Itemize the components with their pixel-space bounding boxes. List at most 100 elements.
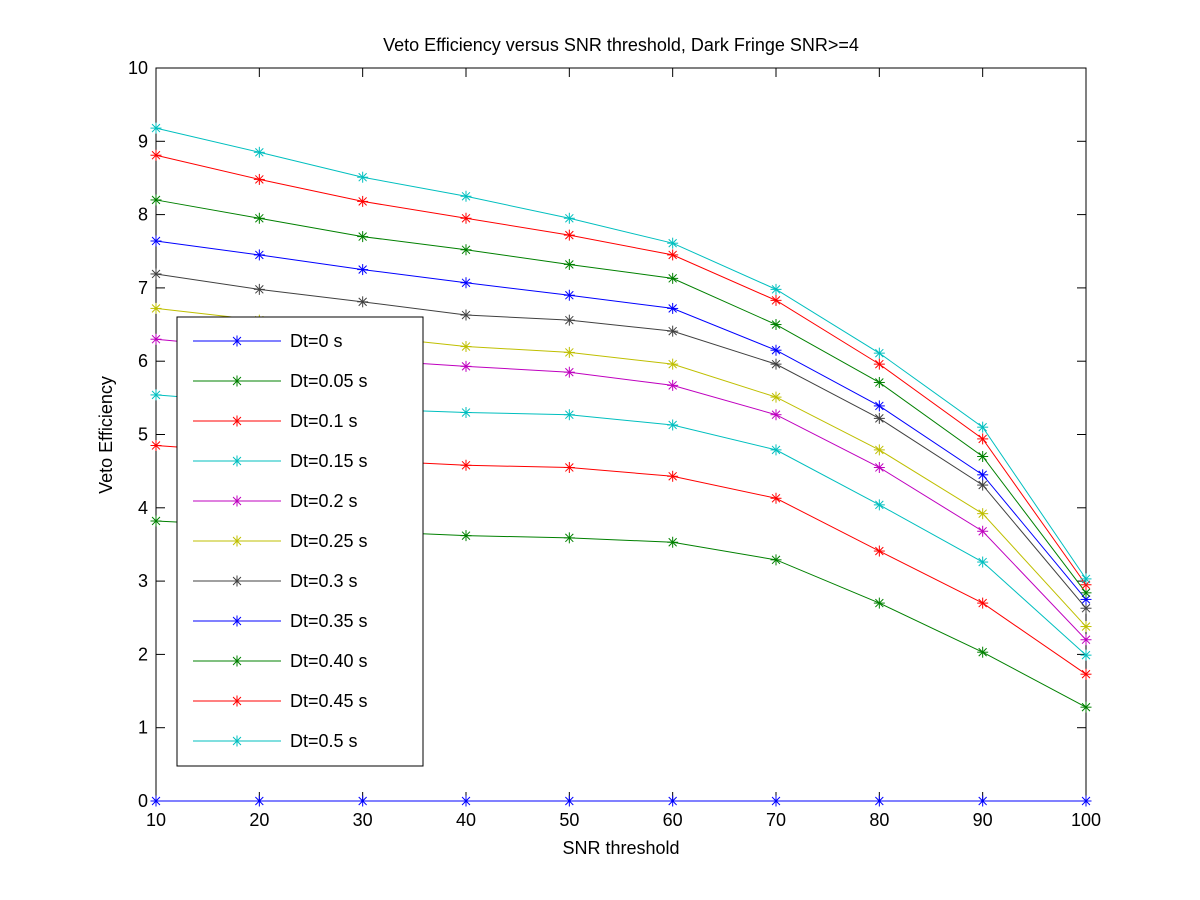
data-point	[150, 302, 162, 314]
legend-item: Dt=0.35 s	[193, 611, 368, 631]
legend-marker	[231, 415, 243, 427]
y-tick-label: 8	[138, 205, 148, 225]
y-tick-label: 10	[128, 58, 148, 78]
legend-marker	[231, 455, 243, 467]
data-point	[150, 235, 162, 247]
data-point	[460, 244, 472, 256]
data-point	[667, 272, 679, 284]
data-point	[873, 376, 885, 388]
x-tick-labels: 10 20 30 40 50 60 70 80 90 100	[146, 810, 1101, 830]
data-point	[1080, 649, 1092, 661]
data-point	[357, 231, 369, 243]
data-point	[1080, 573, 1092, 585]
x-tick-label: 50	[559, 810, 579, 830]
data-point	[770, 444, 782, 456]
data-point	[873, 400, 885, 412]
series-7	[150, 235, 1092, 605]
data-point	[667, 249, 679, 261]
data-point	[770, 795, 782, 807]
data-point	[563, 258, 575, 270]
data-point	[873, 358, 885, 370]
data-point	[357, 795, 369, 807]
data-point	[563, 346, 575, 358]
data-point	[563, 795, 575, 807]
data-point	[977, 450, 989, 462]
data-point	[873, 597, 885, 609]
data-point	[977, 508, 989, 520]
legend-label: Dt=0.5 s	[290, 731, 358, 751]
data-point	[563, 366, 575, 378]
series-line	[155, 127, 1087, 580]
data-point	[357, 296, 369, 308]
data-point	[150, 333, 162, 345]
data-point	[1080, 621, 1092, 633]
data-point	[357, 195, 369, 207]
data-point	[253, 283, 265, 295]
data-point	[873, 444, 885, 456]
data-point	[770, 294, 782, 306]
legend-label: Dt=0.25 s	[290, 531, 368, 551]
data-point	[977, 433, 989, 445]
data-point	[1080, 795, 1092, 807]
data-point	[460, 407, 472, 419]
chart-title: Veto Efficiency versus SNR threshold, Da…	[383, 35, 859, 55]
data-point	[667, 419, 679, 431]
x-tick-label: 10	[146, 810, 166, 830]
legend-marker	[231, 615, 243, 627]
legend-item: Dt=0.45 s	[193, 691, 368, 711]
data-point	[460, 277, 472, 289]
data-point	[770, 409, 782, 421]
data-point	[253, 212, 265, 224]
data-point	[563, 212, 575, 224]
series-line	[155, 199, 1087, 594]
legend-marker	[231, 335, 243, 347]
data-point	[977, 556, 989, 568]
y-tick-label: 1	[138, 718, 148, 738]
data-point	[977, 795, 989, 807]
legend-marker	[231, 495, 243, 507]
data-point	[253, 795, 265, 807]
x-tick-label: 80	[869, 810, 889, 830]
data-point	[460, 459, 472, 471]
y-tick-label: 2	[138, 644, 148, 664]
legend-label: Dt=0.05 s	[290, 371, 368, 391]
y-tick-label: 5	[138, 425, 148, 445]
legend-item: Dt=0.05 s	[193, 371, 368, 391]
x-tick-label: 70	[766, 810, 786, 830]
data-point	[667, 358, 679, 370]
data-point	[977, 525, 989, 537]
legend-marker	[231, 655, 243, 667]
data-point	[563, 314, 575, 326]
data-point	[150, 122, 162, 134]
data-point	[357, 171, 369, 183]
x-axis-label: SNR threshold	[562, 838, 679, 858]
data-point	[667, 302, 679, 314]
y-tick-label: 0	[138, 791, 148, 811]
y-tick-label: 4	[138, 498, 148, 518]
series-line	[155, 154, 1087, 586]
legend-item: Dt=0 s	[193, 331, 343, 351]
legend-item: Dt=0.5 s	[193, 731, 358, 751]
legend-label: Dt=0.35 s	[290, 611, 368, 631]
x-tick-label: 60	[663, 810, 683, 830]
legend-label: Dt=0.1 s	[290, 411, 358, 431]
data-point	[977, 469, 989, 481]
data-point	[460, 212, 472, 224]
data-point	[770, 391, 782, 403]
legend-item: Dt=0.3 s	[193, 571, 358, 591]
legend-label: Dt=0.3 s	[290, 571, 358, 591]
data-point	[873, 461, 885, 473]
data-point	[150, 194, 162, 206]
data-point	[253, 173, 265, 185]
data-point	[770, 319, 782, 331]
data-point	[150, 515, 162, 527]
data-point	[667, 795, 679, 807]
y-tick-label: 9	[138, 131, 148, 151]
data-point	[667, 470, 679, 482]
legend-label: Dt=0.2 s	[290, 491, 358, 511]
data-point	[770, 358, 782, 370]
data-point	[667, 237, 679, 249]
x-tick-label: 40	[456, 810, 476, 830]
data-point	[977, 421, 989, 433]
y-tick-label: 6	[138, 351, 148, 371]
